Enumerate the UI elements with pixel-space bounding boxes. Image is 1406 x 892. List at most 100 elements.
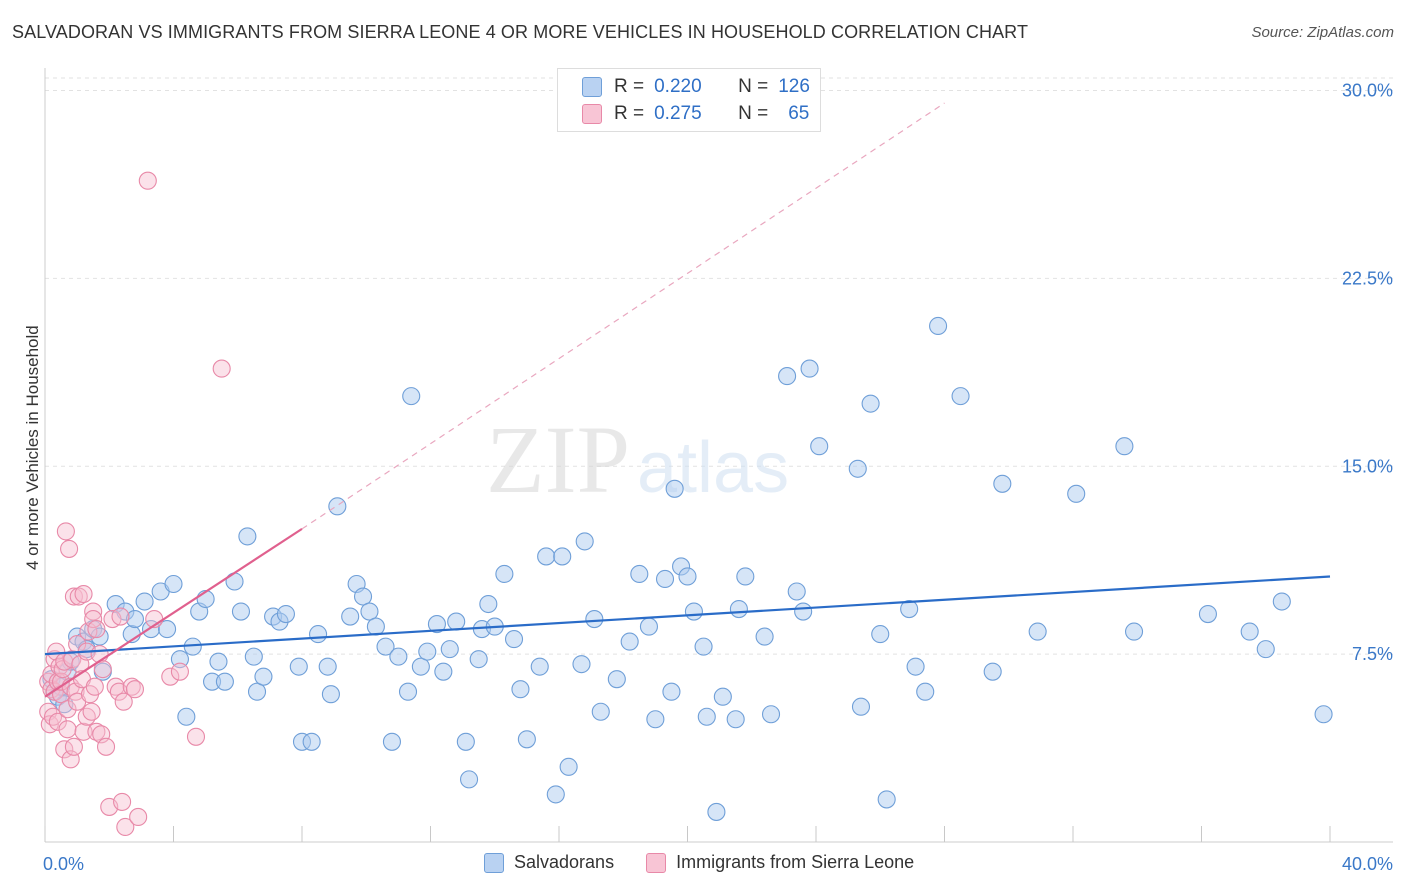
- sierra-leone-point: [111, 607, 130, 626]
- y-tick-label: 30.0%: [1342, 81, 1393, 101]
- salvadoran-point: [755, 627, 774, 646]
- salvadoran-point: [456, 732, 475, 751]
- sierra-leone-point: [161, 667, 180, 686]
- legend-box: R = 0.220 N = 126 R = 0.275 N = 65: [557, 68, 821, 132]
- source-label: Source: ZipAtlas.com: [1251, 24, 1394, 41]
- sierra-leone-point: [64, 737, 83, 756]
- salvadoran-point: [1198, 605, 1217, 624]
- salvadoran-point: [646, 710, 665, 729]
- bottom-legend: Salvadorans Immigrants from Sierra Leone: [484, 852, 914, 873]
- salvadoran-point: [341, 607, 360, 626]
- grid-lines: [45, 77, 1393, 655]
- salvadoran-point: [900, 599, 919, 619]
- salvadoran-point: [591, 702, 610, 721]
- salvadoran-point: [309, 625, 328, 644]
- salvadoran-point: [729, 599, 748, 619]
- salvadoran-point: [321, 685, 340, 704]
- sierra-leone-point: [74, 722, 93, 741]
- y-tick-label: 15.0%: [1342, 456, 1393, 476]
- salvadoran-point: [983, 662, 1002, 681]
- salvadoran-point: [238, 527, 257, 546]
- legend-n-value: 65: [788, 103, 810, 124]
- salvadoran-point: [459, 770, 479, 789]
- sierra-leone-trend-line: [44, 527, 303, 698]
- legend-r-value: 0.220: [654, 76, 702, 97]
- bottom-legend-swatch-pink: [646, 852, 667, 873]
- bottom-legend-salvadorans: Salvadorans: [514, 852, 615, 872]
- salvadoran-point: [411, 657, 430, 676]
- sierra-leone-point: [56, 522, 75, 541]
- salvadoran-point: [713, 687, 732, 706]
- salvadoran-point: [607, 670, 626, 689]
- trend-lines: [44, 102, 1331, 698]
- salvadoran-point: [678, 567, 697, 586]
- salvadoran-point: [440, 640, 459, 659]
- salvadoran-point: [517, 730, 536, 749]
- salvadoran-point: [447, 612, 466, 631]
- salvadoran-point: [231, 602, 251, 621]
- salvadoran-point: [861, 394, 880, 413]
- salvadoran-point: [247, 682, 267, 701]
- salvadoran-point: [511, 680, 530, 699]
- sierra-leone-point: [138, 171, 157, 190]
- salvadoran-point: [366, 617, 385, 636]
- salvadoran-point: [848, 459, 867, 478]
- sierra-leone-point: [93, 660, 112, 679]
- sierra-leone-point: [84, 610, 103, 629]
- sierra-leone-point: [113, 792, 132, 811]
- salvadoran-point: [851, 697, 871, 716]
- salvadoran-point: [684, 602, 703, 621]
- legend-n-label: N =: [738, 76, 769, 97]
- salvadoran-point: [665, 479, 684, 498]
- salvadoran-point: [376, 637, 395, 656]
- salvadoran-point: [215, 672, 234, 691]
- salvadoran-point: [559, 757, 578, 776]
- salvadoran-point: [694, 637, 713, 656]
- salvadoran-point: [761, 705, 781, 724]
- salvadoran-point: [630, 564, 649, 584]
- watermark: ZIP atlas: [486, 406, 789, 513]
- salvadoran-point: [427, 615, 446, 634]
- salvadoran-point: [951, 387, 970, 406]
- x-tick-label: 0.0%: [43, 854, 84, 874]
- legend-swatch-blue: [582, 77, 602, 97]
- salvadoran-point: [353, 587, 373, 606]
- sierra-leone-point: [69, 587, 88, 606]
- salvadoran-point: [546, 785, 565, 804]
- salvadoran-point: [418, 642, 437, 661]
- salvadoran-point: [553, 547, 572, 566]
- sierra-leone-point: [77, 707, 96, 726]
- x-tick-label: 40.0%: [1342, 854, 1393, 874]
- watermark-zip: ZIP: [486, 406, 630, 513]
- sierra-leone-point: [85, 677, 104, 696]
- legend-n-label: N =: [738, 103, 769, 124]
- salvadoran-point: [434, 662, 453, 681]
- sierra-leone-point: [96, 737, 116, 756]
- y-tick-label: 22.5%: [1342, 268, 1393, 288]
- salvadoran-point: [726, 710, 745, 729]
- salvadoran-point: [177, 707, 196, 726]
- salvadoran-point: [398, 682, 418, 701]
- legend-r-value: 0.275: [654, 103, 702, 124]
- bottom-legend-sierra-leone: Immigrants from Sierra Leone: [676, 852, 915, 872]
- salvadoran-point: [389, 647, 408, 666]
- sierra-leone-point: [58, 720, 77, 739]
- salvadoran-point: [916, 682, 935, 701]
- salvadoran-point: [707, 802, 726, 821]
- sierra-leone-point: [87, 620, 106, 639]
- sierra-leone-point: [87, 722, 106, 741]
- salvadoran-point: [469, 650, 488, 669]
- salvadorans-trend-line: [44, 575, 1331, 656]
- legend-row-salvadorans: R = 0.220 N = 126: [582, 75, 810, 99]
- salvadoran-point: [289, 657, 308, 676]
- salvadoran-point: [993, 474, 1012, 493]
- chart-title: SALVADORAN VS IMMIGRANTS FROM SIERRA LEO…: [12, 22, 1029, 42]
- sierra-leone-point: [53, 660, 72, 679]
- salvadoran-point: [800, 359, 819, 378]
- salvadoran-point: [585, 610, 604, 629]
- salvadoran-point: [402, 387, 421, 406]
- salvadoran-point: [504, 630, 524, 649]
- salvadoran-point: [778, 367, 797, 386]
- salvadoran-point: [164, 574, 183, 594]
